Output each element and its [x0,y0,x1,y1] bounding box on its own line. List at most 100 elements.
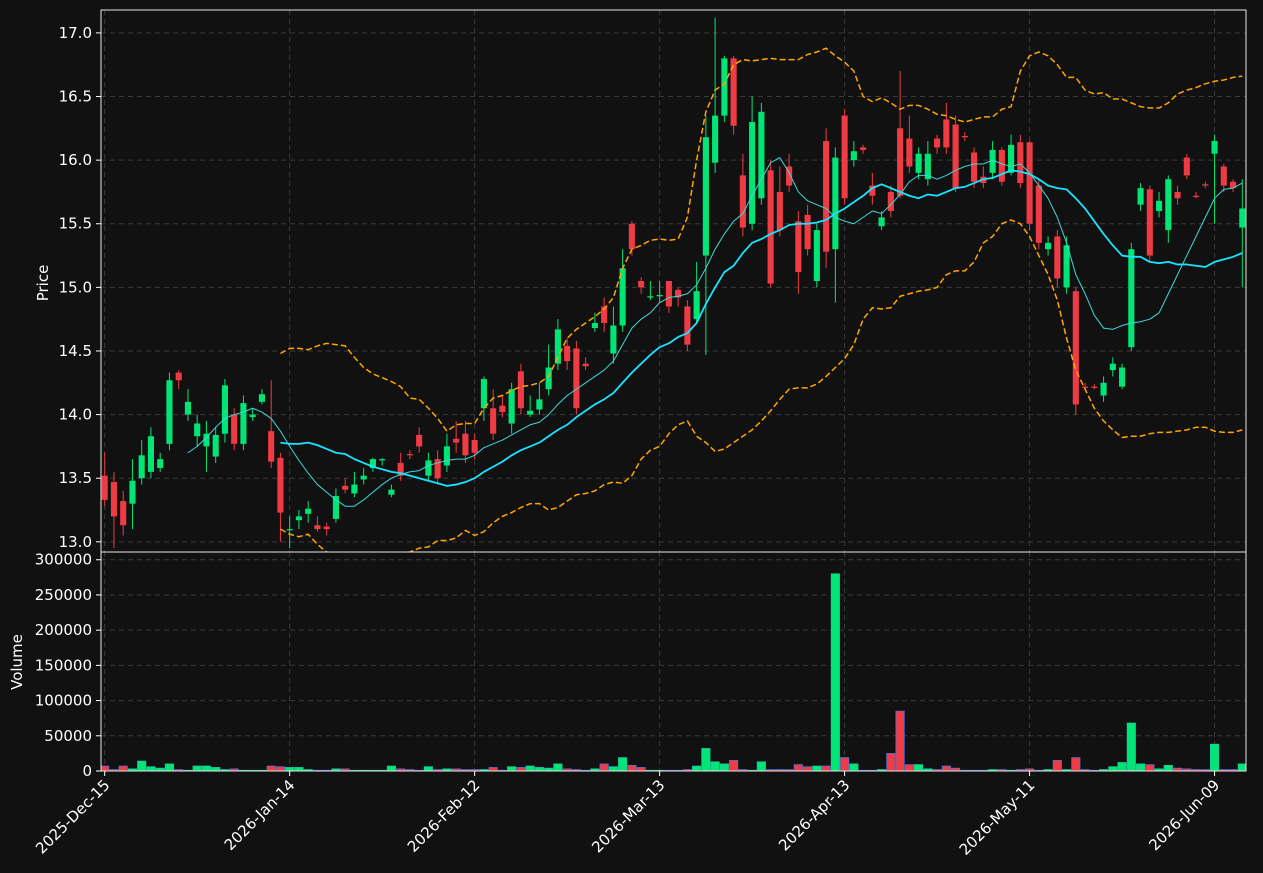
candle-body [739,175,746,228]
candle-body [693,291,700,320]
volume-bar [719,763,729,771]
candle-body [758,111,765,199]
volume-bar [137,760,147,771]
volume-bar [423,766,433,771]
candle-body [712,115,719,163]
candle-body [1202,184,1209,186]
volume-bar [904,764,914,771]
candle-body [379,459,386,461]
candle-body [110,482,118,517]
candle-body [305,508,312,514]
volume-bar [849,763,859,771]
candle-body [795,221,802,273]
candle-body [295,516,302,521]
candle-body [1100,382,1107,396]
candle-body [776,191,783,231]
candle-body [1045,242,1052,250]
candle-body [869,185,876,196]
volume-bar [803,766,813,771]
y-tick-label: 16.0 [59,151,92,169]
candle-body [1128,249,1135,348]
volume-bar [1145,764,1155,771]
candle-body [897,128,904,196]
volume-bar [1117,762,1127,771]
volume-bar [710,761,720,771]
volume-bar [821,765,831,771]
volume-bar [895,710,905,771]
candle-body [675,289,682,298]
candle-body [443,446,450,466]
candle-body [1063,245,1070,288]
candle-body [277,457,284,513]
candle-body [749,121,756,224]
candle-body [1174,191,1181,199]
volume-bar [386,765,396,771]
candle-body [952,124,959,189]
candle-body [1008,144,1015,173]
candle-body [702,137,709,256]
volume-bar [1126,722,1136,771]
y-tick-label: 150000 [35,656,92,674]
volume-bar [886,752,896,771]
candle-body [147,436,154,472]
volume-bar [211,767,221,771]
y-axis-label: Volume [8,634,26,690]
volume-bar [941,765,951,771]
y-tick-label: 250000 [35,586,92,604]
candle-body [906,138,913,167]
candle-body [1229,181,1237,189]
volume-bar [812,765,822,771]
candle-body [138,455,145,479]
candle-body [656,294,663,297]
candle-body [323,526,330,530]
y-axis-label: Price [34,265,52,302]
candle-body [1220,166,1227,186]
candle-body [268,431,275,462]
volume-bar [1108,766,1118,771]
candle-body [721,58,728,116]
volume-plot [101,573,1246,771]
volume-bar [285,767,295,771]
candle-body [397,462,404,476]
candle-body [1026,142,1033,224]
y-tick-label: 300000 [35,551,92,569]
candle-body [536,399,543,410]
volume-bar [525,765,535,771]
candle-body [231,414,238,444]
candle-body [1119,367,1126,387]
candle-body [582,363,589,367]
candle-body [684,306,691,345]
candle-body [286,529,293,531]
candle-body [860,147,867,150]
volume-bar [729,760,739,771]
candle-body [129,480,136,504]
volume-bar [627,764,637,771]
candle-body [878,217,885,227]
candle-body [527,410,534,415]
candle-body [360,475,367,480]
candle-body [314,525,321,530]
candle-body [462,433,469,456]
volume-bar [1209,743,1220,771]
volume-bar [1052,760,1062,771]
candle-body [212,434,219,457]
candle-body [850,151,857,161]
volume-bar [636,767,646,771]
candle-body [943,119,950,148]
volume-bar [608,766,618,771]
candle-body [258,394,265,402]
volume-bar [516,767,526,771]
candle-body [554,329,561,364]
candle-body [832,157,839,250]
volume-bar [599,763,609,771]
candle-body [1035,185,1042,243]
line-series [280,47,1243,432]
candle-body [934,138,941,148]
candle-body [1091,386,1098,388]
candle-body [647,296,654,298]
candle-body [416,434,423,447]
line-series [187,157,1243,507]
candle-body [998,149,1005,182]
candle-body [573,348,580,409]
